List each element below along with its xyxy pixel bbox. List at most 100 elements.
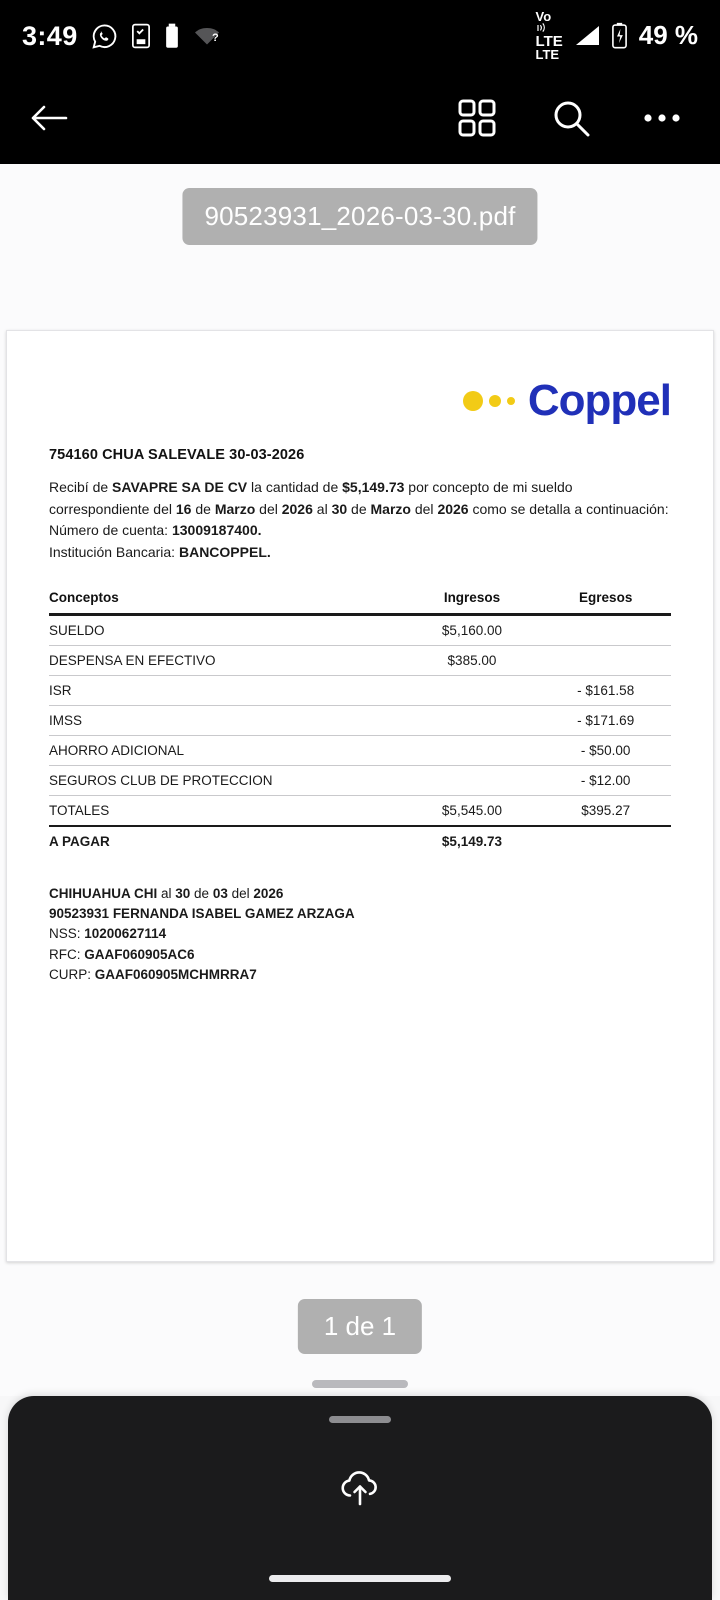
receipt-amount: $5,149.73 bbox=[342, 479, 405, 495]
document-footer: CHIHUAHUA CHI al 30 de 03 del 2026 90523… bbox=[49, 884, 671, 985]
para-text-4: de bbox=[191, 500, 215, 517]
status-bar: 3:49 bbox=[0, 0, 720, 72]
table-row: SEGUROS CLUB DE PROTECCION - $12.00 bbox=[49, 765, 671, 796]
cell-concepto: SUELDO bbox=[49, 614, 404, 646]
cell-egresos: - $50.00 bbox=[540, 735, 671, 766]
cell-ingresos bbox=[403, 675, 541, 706]
back-arrow-icon[interactable] bbox=[28, 101, 70, 135]
coppel-logo: Coppel bbox=[49, 331, 672, 425]
para-text-2: la cantidad de bbox=[247, 479, 343, 495]
app-bar bbox=[0, 72, 720, 164]
signal-bars-icon bbox=[572, 23, 602, 49]
nss-label: NSS: bbox=[49, 926, 85, 942]
table-row: DESPENSA EN EFECTIVO $385.00 bbox=[49, 645, 671, 676]
cell-concepto: DESPENSA EN EFECTIVO bbox=[49, 645, 404, 676]
receipt-paragraph: Recibí de SAVAPRE SA DE CV la cantidad d… bbox=[49, 477, 671, 520]
account-value: 13009187400. bbox=[171, 522, 262, 539]
table-row: AHORRO ADICIONAL - $50.00 bbox=[49, 735, 671, 766]
overflow-menu-icon[interactable] bbox=[644, 112, 680, 124]
cell-concepto: ISR bbox=[49, 675, 404, 706]
bottom-sheet[interactable] bbox=[8, 1396, 712, 1600]
cell-egresos: - $161.58 bbox=[540, 675, 671, 706]
footer-rfc-line: RFC: GAAF060905AC6 bbox=[49, 945, 671, 965]
cell-egresos bbox=[540, 826, 671, 856]
home-indicator bbox=[269, 1575, 451, 1582]
bank-value: BANCOPPEL. bbox=[178, 544, 271, 561]
filename-pill: 90523931_2026-03-30.pdf bbox=[182, 188, 538, 245]
battery-icon bbox=[164, 23, 180, 49]
document-title: 754160 CHUA SALEVALE 30-03-2026 bbox=[49, 447, 305, 463]
company-name: SAVAPRE SA DE CV bbox=[112, 479, 248, 495]
volte-indicator: Vo LTE LTE bbox=[535, 8, 563, 62]
para-text-6: al bbox=[312, 500, 332, 517]
footer-employee-line: 90523931 FERNANDA ISABEL GAMEZ ARZAGA bbox=[49, 904, 671, 924]
para-text-8: del bbox=[410, 500, 438, 517]
footer-mid-2: de bbox=[190, 885, 213, 901]
cell-concepto: IMSS bbox=[49, 705, 404, 736]
rfc-label: RFC: bbox=[49, 946, 85, 962]
footer-mid-3: del bbox=[227, 885, 254, 901]
sheet-drag-handle[interactable] bbox=[329, 1416, 391, 1423]
table-header-row: Conceptos Ingresos Egresos bbox=[49, 590, 671, 615]
footer-place-line: CHIHUAHUA CHI al 30 de 03 del 2026 bbox=[49, 884, 671, 904]
bank-line: Institución Bancaria: BANCOPPEL. bbox=[49, 542, 671, 564]
day-to: 30 bbox=[331, 500, 348, 517]
pdf-page: Coppel 754160 CHUA SALEVALE 30-03-2026 R… bbox=[6, 330, 714, 1262]
footer-mid-1: al bbox=[157, 885, 176, 901]
cell-concepto: SEGUROS CLUB DE PROTECCION bbox=[49, 765, 404, 796]
lte-top-label: LTE bbox=[535, 33, 563, 51]
col-header-conceptos: Conceptos bbox=[49, 589, 119, 605]
table-row: SUELDO $5,160.00 bbox=[49, 614, 671, 646]
sheet-peek-handle[interactable] bbox=[312, 1380, 408, 1388]
wifi-question-icon: ? bbox=[193, 24, 221, 48]
cell-egresos: - $171.69 bbox=[540, 705, 671, 736]
cell-egresos bbox=[540, 645, 671, 676]
status-bar-clock: 3:49 bbox=[22, 20, 78, 51]
status-bar-right: Vo LTE LTE bbox=[535, 8, 698, 62]
whatsapp-icon bbox=[91, 23, 118, 50]
grid-view-icon[interactable] bbox=[456, 97, 498, 139]
footer-nss-line: NSS: 10200627114 bbox=[49, 924, 671, 944]
nss-value: 10200627114 bbox=[84, 926, 167, 942]
curp-value: GAAF060905MCHMRRA7 bbox=[94, 966, 257, 982]
col-header-ingresos: Ingresos bbox=[443, 589, 501, 605]
account-line: Número de cuenta: 13009187400. bbox=[49, 520, 671, 542]
cell-concepto: A PAGAR bbox=[49, 833, 110, 849]
footer-place: CHIHUAHUA CHI bbox=[49, 885, 158, 901]
volte-top-label: Vo bbox=[535, 8, 552, 24]
svg-text:?: ? bbox=[212, 32, 219, 44]
cell-ingresos bbox=[403, 765, 541, 796]
status-bar-left: 3:49 bbox=[22, 21, 221, 52]
app-bar-actions bbox=[456, 97, 680, 139]
cell-egresos: $395.27 bbox=[540, 795, 671, 827]
cell-ingresos bbox=[403, 735, 541, 766]
cell-concepto: AHORRO ADICIONAL bbox=[49, 735, 404, 766]
para-text-9: como se detalla a continuación: bbox=[468, 500, 669, 517]
search-icon[interactable] bbox=[550, 97, 592, 139]
bank-label: Institución Bancaria: bbox=[49, 544, 179, 561]
cloud-upload-icon[interactable] bbox=[337, 1468, 383, 1515]
account-label: Número de cuenta: bbox=[49, 522, 172, 539]
para-text-5: del bbox=[255, 500, 282, 517]
month-from: Marzo bbox=[214, 500, 256, 517]
table-row: IMSS - $171.69 bbox=[49, 705, 671, 736]
month-to: Marzo bbox=[370, 500, 411, 517]
rfc-value: GAAF060905AC6 bbox=[84, 946, 195, 962]
cell-ingresos bbox=[403, 705, 541, 736]
cell-ingresos: $5,160.00 bbox=[403, 614, 541, 646]
para-text-7: de bbox=[347, 500, 371, 517]
table-row-a-pagar: A PAGAR $5,149.73 bbox=[49, 826, 671, 856]
para-text-3: por concepto de mi sueldo correspondient… bbox=[49, 479, 573, 517]
concepts-table: Conceptos Ingresos Egresos SUELDO $5,160… bbox=[49, 590, 671, 856]
table-row: ISR - $161.58 bbox=[49, 675, 671, 706]
cell-egresos bbox=[540, 614, 671, 646]
pdf-viewer[interactable]: 90523931_2026-03-30.pdf Coppel 754160 CH… bbox=[0, 164, 720, 1396]
footer-year: 2026 bbox=[253, 885, 284, 901]
para-text-1: Recibí de bbox=[49, 479, 113, 495]
cell-concepto: TOTALES bbox=[49, 795, 404, 827]
coppel-wordmark: Coppel bbox=[527, 376, 672, 425]
cell-ingresos: $385.00 bbox=[403, 645, 541, 676]
footer-curp-line: CURP: GAAF060905MCHMRRA7 bbox=[49, 965, 671, 985]
table-row-totales: TOTALES $5,545.00 $395.27 bbox=[49, 795, 671, 827]
